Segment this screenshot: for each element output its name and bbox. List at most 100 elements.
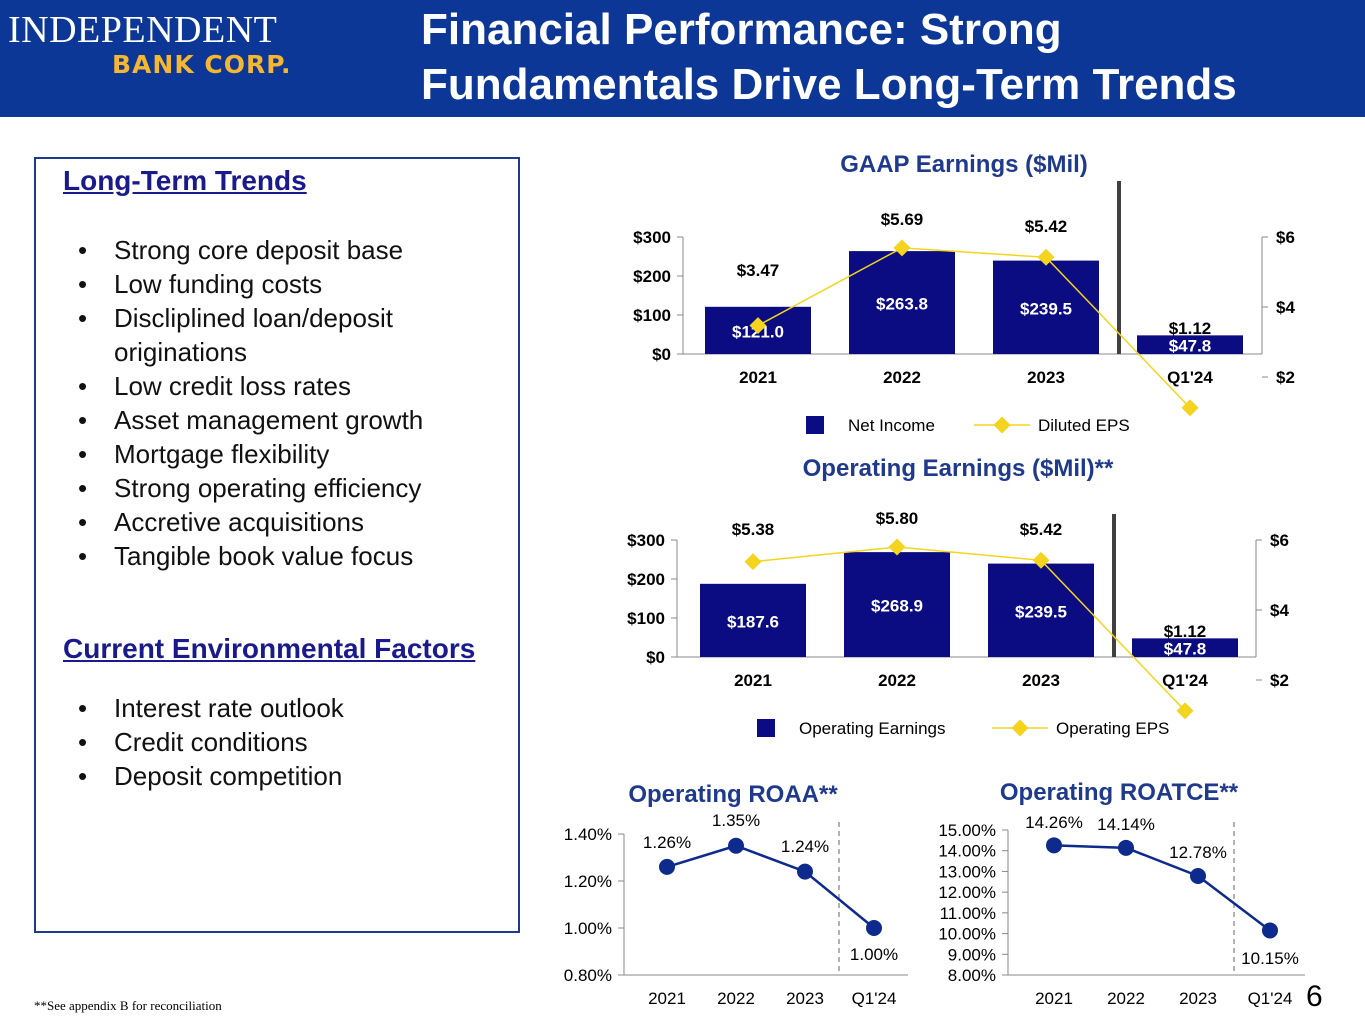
- operating-eps-label: $5.42: [1020, 520, 1063, 539]
- gaap-legend-bar-label: Net Income: [848, 416, 935, 435]
- operating-eps-label: $5.80: [876, 509, 919, 528]
- roatce-point-label: 12.78%: [1169, 843, 1227, 862]
- trend-item-5: Mortgage flexibility: [76, 437, 518, 471]
- trend-item-4: Asset management growth: [76, 403, 518, 437]
- gaap-category-label: 2021: [739, 368, 777, 387]
- long-term-trends-title: Long-Term Trends: [63, 165, 307, 196]
- gaap-title: GAAP Earnings ($Mil): [840, 151, 1088, 178]
- gaap-eps-point: [749, 317, 767, 335]
- environment-item-1: Credit conditions: [76, 725, 344, 759]
- operating-legend-line-marker: [1011, 719, 1029, 737]
- operating-title: Operating Earnings ($Mil)**: [803, 455, 1114, 482]
- operating-right-tick-label: $6: [1270, 531, 1289, 550]
- roatce-y-tick-label: 13.00%: [938, 862, 996, 881]
- trend-item-6: Strong operating efficiency: [76, 471, 518, 505]
- roatce-point: [1190, 867, 1206, 884]
- gaap-left-tick-label: $100: [633, 306, 671, 325]
- operating-right-tick-label: $4: [1270, 601, 1289, 620]
- roaa-category-label: 2022: [717, 989, 755, 1008]
- roatce-category-label: 2022: [1107, 989, 1145, 1008]
- operating-eps-line: [752, 546, 1186, 712]
- operating-eps-label: $1.12: [1164, 622, 1207, 641]
- roaa-point: [728, 837, 744, 854]
- roatce-y-tick-label: 10.00%: [938, 925, 996, 944]
- gaap-bar-label: $239.5: [1020, 299, 1072, 318]
- roaa-point-label: 1.35%: [712, 811, 760, 830]
- trend-item-3: Low credit loss rates: [76, 369, 518, 403]
- gaap-eps-label: $3.47: [737, 261, 780, 280]
- roatce-y-tick-label: 12.00%: [938, 883, 996, 902]
- roatce-category-label: 2021: [1035, 989, 1073, 1008]
- roaa-y-tick-label: 1.00%: [564, 919, 612, 938]
- trend-item-1: Low funding costs: [76, 267, 518, 301]
- roaa-y-tick-label: 0.80%: [564, 966, 612, 985]
- operating-bar: [988, 563, 1094, 657]
- operating-bar: [700, 583, 806, 657]
- operating-category-label: 2021: [734, 671, 772, 690]
- roatce-line: [1053, 844, 1271, 932]
- roaa-category-label: 2023: [786, 989, 824, 1008]
- roaa-y-tick-label: 1.20%: [564, 872, 612, 891]
- roatce-y-tick-label: 11.00%: [940, 904, 996, 923]
- roatce-point-label: 14.14%: [1097, 815, 1155, 834]
- header-banner: INDEPENDENT BANK CORP. Financial Perform…: [0, 0, 1365, 117]
- environmental-factors-list: Interest rate outlookCredit conditionsDe…: [76, 691, 344, 793]
- slide-title-line2: Fundamentals Drive Long-Term Trends: [421, 60, 1237, 109]
- roatce-y-tick-label: 9.00%: [948, 945, 996, 964]
- gaap-legend-line-marker: [993, 416, 1011, 434]
- trend-item-7: Accretive acquisitions: [76, 505, 518, 539]
- operating-eps-point: [1176, 702, 1194, 720]
- roatce-point: [1118, 839, 1134, 856]
- operating-legend-line-label: Operating EPS: [1056, 719, 1169, 738]
- operating-bar: [1132, 638, 1238, 657]
- roatce-title: Operating ROATCE**: [1000, 779, 1239, 806]
- gaap-right-tick-label: $4: [1276, 298, 1295, 317]
- operating-eps-label: $5.38: [732, 520, 775, 539]
- gaap-bar-label: $263.8: [876, 295, 928, 314]
- operating-right-tick-label: $2: [1270, 671, 1289, 690]
- gaap-right-tick-label: $6: [1276, 228, 1295, 247]
- roaa-point: [866, 920, 882, 936]
- roatce-y-tick-label: 14.00%: [938, 842, 996, 861]
- gaap-category-label: 2023: [1027, 368, 1065, 387]
- roaa-point-label: 1.26%: [643, 833, 691, 852]
- slide-title-line1: Financial Performance: Strong: [421, 5, 1062, 54]
- operating-category-label: 2023: [1022, 671, 1060, 690]
- roatce-point: [1046, 837, 1062, 854]
- gaap-left-tick-label: $300: [633, 228, 671, 247]
- operating-left-tick-label: $100: [627, 609, 665, 628]
- trend-item-0: Strong core deposit base: [76, 233, 518, 267]
- operating-bar-label: $47.8: [1164, 640, 1207, 659]
- roatce-y-tick-label: 15.00%: [938, 821, 996, 840]
- gaap-left-tick-label: $200: [633, 267, 671, 286]
- gaap-bar: [849, 251, 955, 354]
- roaa-category-label: Q1'24: [852, 989, 897, 1008]
- operating-category-label: Q1'24: [1162, 671, 1208, 690]
- gaap-bar-label: $47.8: [1169, 337, 1212, 356]
- roaa-title: Operating ROAA**: [628, 781, 838, 808]
- operating-left-tick-label: $0: [646, 648, 665, 667]
- roaa-point: [659, 858, 675, 875]
- bank-logo: INDEPENDENT BANK CORP.: [0, 0, 400, 117]
- operating-eps-point: [888, 538, 906, 556]
- roatce-point: [1262, 922, 1278, 939]
- gaap-category-label: 2022: [883, 368, 921, 387]
- operating-eps-point: [744, 553, 762, 571]
- operating-bar-label: $187.6: [727, 612, 779, 631]
- gaap-right-tick-label: $2: [1276, 368, 1295, 387]
- long-term-trends-list: Strong core deposit baseLow funding cost…: [76, 233, 518, 573]
- environment-item-2: Deposit competition: [76, 759, 344, 793]
- gaap-eps-label: $5.42: [1025, 217, 1068, 236]
- gaap-eps-line: [757, 247, 1191, 409]
- gaap-left-tick-label: $0: [652, 345, 671, 364]
- trends-panel: Long-Term Trends Strong core deposit bas…: [34, 157, 520, 933]
- gaap-category-label: Q1'24: [1167, 368, 1213, 387]
- gaap-legend-line-label: Diluted EPS: [1038, 416, 1130, 435]
- environment-item-0: Interest rate outlook: [76, 691, 344, 725]
- trend-item-2: Discliplined loan/deposit originations: [76, 301, 518, 369]
- gaap-bar: [1137, 335, 1243, 354]
- operating-eps-point: [1032, 551, 1050, 569]
- operating-left-tick-label: $200: [627, 570, 665, 589]
- roatce-point-label: 10.15%: [1241, 949, 1299, 968]
